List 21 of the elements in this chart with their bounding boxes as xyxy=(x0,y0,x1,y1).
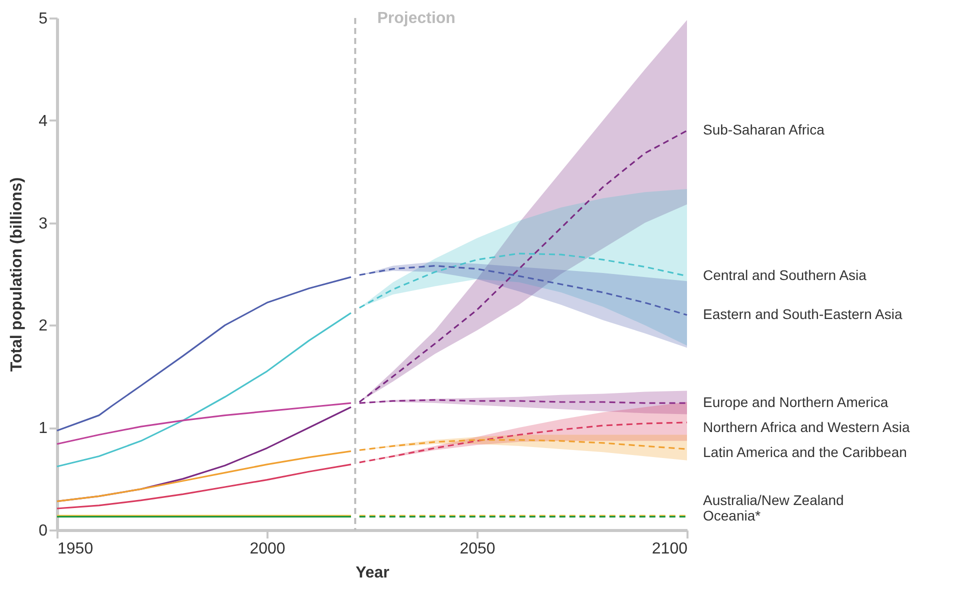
y-tick-label: 4 xyxy=(38,112,48,130)
y-tick-label: 5 xyxy=(38,10,48,28)
y-tick-label: 2 xyxy=(38,318,48,335)
x-tick-label: 1950 xyxy=(58,540,94,558)
y-tick-label: 3 xyxy=(38,215,48,232)
y-tick-label: 0 xyxy=(38,522,48,540)
series-label: Northern Africa and Western Asia xyxy=(703,419,910,436)
series-label: Latin America and the Caribbean xyxy=(703,444,907,460)
x-axis-title: Year xyxy=(356,564,390,582)
y-tick-label: 1 xyxy=(38,420,48,438)
x-tick-label: 2050 xyxy=(460,540,496,558)
series-label: Oceania* xyxy=(703,508,762,524)
series-label: Eastern and South-Eastern Asia xyxy=(703,306,902,322)
series-label: Central and Southern Asia xyxy=(703,267,867,284)
series-label: Sub-Saharan Africa xyxy=(703,122,825,138)
series-label: Australia/New Zealand xyxy=(703,492,844,508)
series-label: Europe and Northern America xyxy=(703,394,888,410)
y-axis-title: Total population (billions) xyxy=(8,177,26,372)
ref-line-label: Projection xyxy=(377,10,456,27)
x-tick-label: 2000 xyxy=(250,540,286,558)
x-tick-label: 2100 xyxy=(652,540,688,558)
